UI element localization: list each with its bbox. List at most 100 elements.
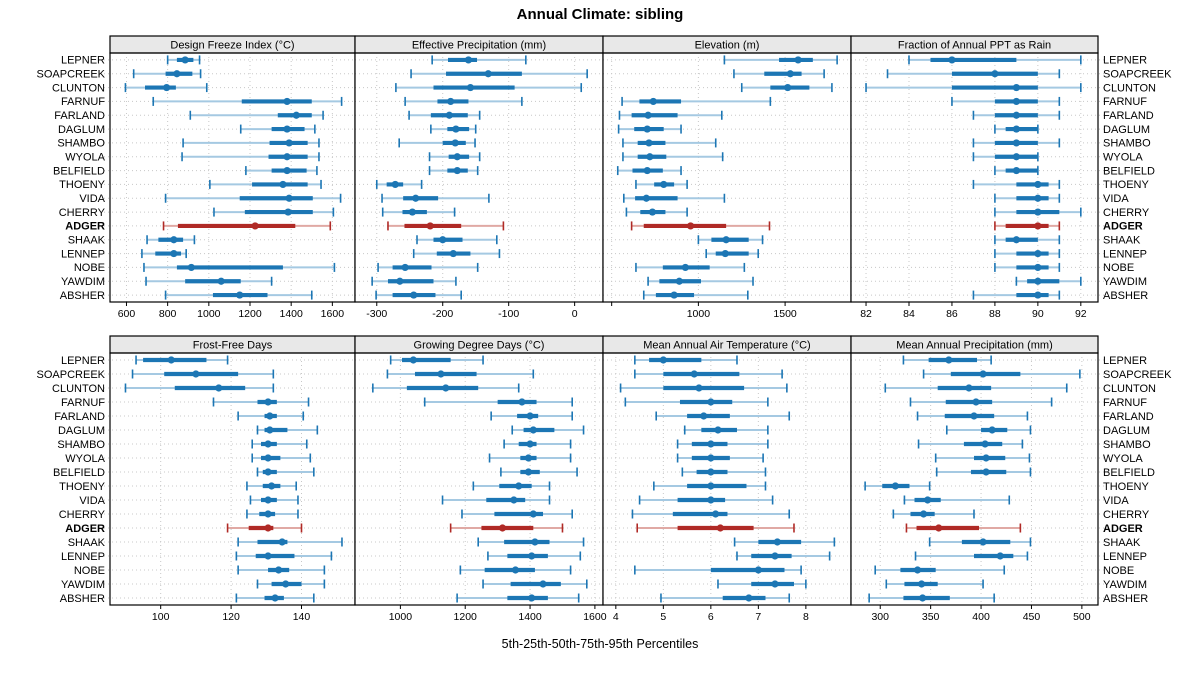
median-dot [948,56,956,64]
median-dot [979,538,987,546]
percentile-row-cherry [625,207,688,217]
percentile-row-shambo [398,138,476,148]
percentile-row-nobe [874,565,1006,575]
percentile-row-soapcreek [733,69,825,79]
percentile-row-nobe [143,262,336,272]
x-tick-label: 1000 [687,308,711,320]
panel-growing-degree-days-c-: Growing Degree Days (°C) 1000 1200 1400 1600 [354,335,607,623]
percentile-row-yawdim [647,276,754,286]
site-label-left: WYOLA [65,152,105,164]
percentile-row-daglum [617,124,682,134]
percentile-row-shaak [477,537,585,547]
panel-background [851,353,1098,605]
x-tick-label: 1000 [389,611,413,623]
median-dot [919,510,928,518]
percentile-row-cherry [994,207,1082,217]
site-label-right: FARLAND [1103,110,1154,122]
site-label-right: NOBE [1103,262,1134,274]
percentile-row-absher [868,593,995,603]
site-label-left: DAGLUM [58,425,105,437]
median-dot [643,166,651,175]
percentile-row-shambo [622,138,717,148]
site-label-left: DAGLUM [58,124,105,136]
percentile-row-vida [903,495,1011,505]
median-dot [700,412,708,420]
percentile-row-adger [162,221,332,231]
percentile-row-daglum [945,425,1032,435]
percentile-row-farland [189,110,324,120]
x-tick-label: 88 [989,308,1001,320]
median-dot [449,249,457,258]
site-label-right: ADGER [1103,221,1143,233]
median-dot [167,356,175,364]
percentile-row-absher [660,593,791,603]
percentile-row-lennep [412,249,501,259]
percentile-row-yawdim [885,579,984,589]
percentile-row-cherry [213,207,335,217]
percentile-row-lennep [705,249,760,259]
median-dot [644,111,652,119]
panel-effective-precipitation-mm-: Effective Precipitation (mm) -300 -200 -100… [354,35,604,320]
percentile-row-yawdim [371,276,457,286]
site-label-left: BELFIELD [53,165,105,177]
median-dot [447,97,455,106]
median-dot [917,580,926,588]
percentile-row-soapcreek [132,69,202,79]
median-dot [466,83,475,92]
site-label-left: BELFIELD [53,467,105,479]
median-dot [1034,263,1042,272]
percentile-row-adger [226,523,303,533]
panel-border [850,52,1099,303]
percentile-row-farland [237,411,305,421]
median-dot [670,291,678,299]
median-dot [271,594,279,602]
median-dot [529,426,537,434]
percentile-row-clunton [372,383,520,393]
median-dot [707,468,715,476]
percentile-row-soapcreek [634,369,783,379]
site-label-right: DAGLUM [1103,425,1150,437]
percentile-row-absher [375,290,462,300]
median-dot [945,356,953,364]
percentile-row-absher [972,290,1061,300]
percentile-row-cherry [381,207,456,217]
percentile-row-shaak [146,235,196,245]
median-dot [660,180,668,189]
median-dot [771,552,779,560]
x-tick-label: 1500 [773,308,797,320]
percentile-row-shaak [994,235,1061,245]
site-label-right: CLUNTON [1103,383,1156,395]
site-label-right: YAWDIM [1103,579,1147,591]
percentile-row-lepner [723,55,838,65]
x-tick-label: 350 [922,611,940,623]
x-tick-label: 300 [871,611,889,623]
median-dot [510,496,518,504]
percentile-row-shambo [917,439,1024,449]
x-tick-label: 140 [293,611,311,623]
median-dot [266,412,274,420]
percentile-row-thoeny [653,481,767,491]
median-dot [1012,236,1020,244]
median-dot [283,125,291,133]
percentile-row-farnuf [621,96,772,106]
median-dot [1034,222,1042,230]
site-label-right: DAGLUM [1103,124,1150,136]
x-tick-label: 400 [972,611,990,623]
median-dot [714,426,722,434]
percentile-row-clunton [124,383,275,393]
x-tick-label: 500 [1073,611,1091,623]
median-dot [646,153,654,161]
percentile-row-clunton [395,83,583,93]
site-label-right: SHAAK [1103,537,1141,549]
panel-elevation-m-: Elevation (m) 1000 1500 [602,35,852,320]
x-tick-label: 100 [152,611,170,623]
x-tick-label: 84 [903,308,915,320]
median-dot [1034,291,1042,299]
median-dot [284,208,292,216]
percentile-row-nobe [377,262,479,272]
percentile-row-shambo [251,439,308,449]
percentile-row-nobe [634,565,802,575]
x-tick-label: 92 [1075,308,1087,320]
site-label-left: LENNEP [61,551,105,563]
median-dot [264,510,272,518]
